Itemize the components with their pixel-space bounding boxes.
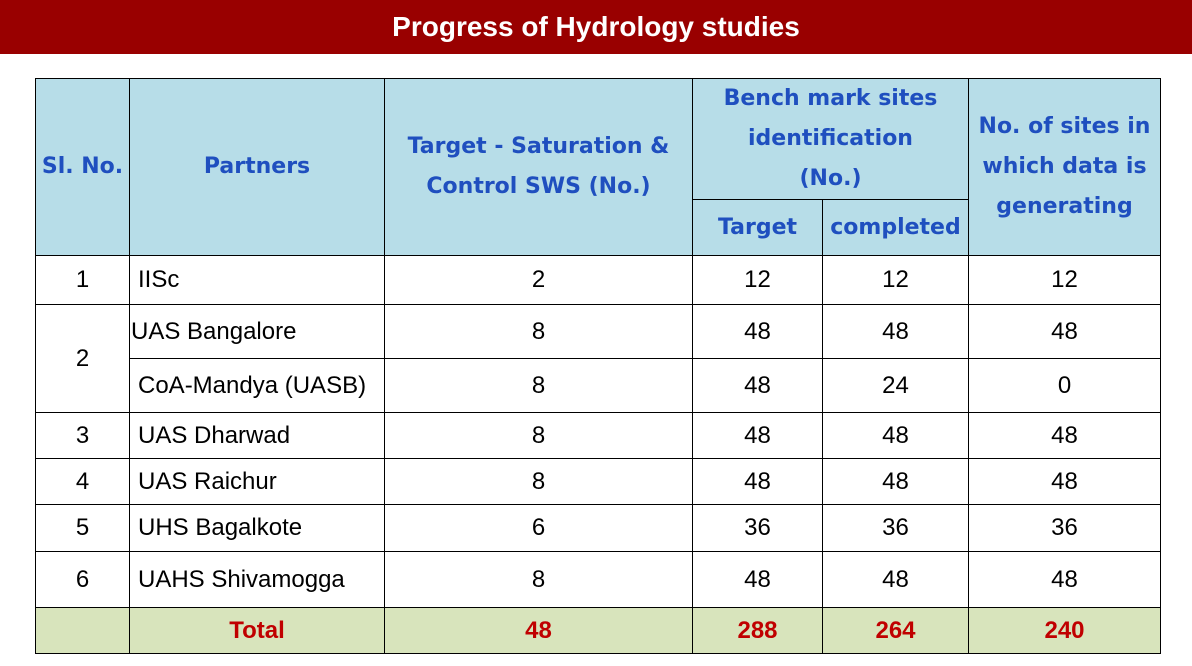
cell-sites: 12 [968, 255, 1161, 305]
cell-bm-target: 36 [692, 504, 823, 552]
total-row: Total 48 288 264 240 [35, 607, 1161, 654]
cell-bm-target: 48 [692, 458, 823, 505]
table-row: 3 UAS Dharwad 8 48 48 48 [35, 412, 1161, 459]
header-row: Sl. No. Partners Target - Saturation & C… [35, 78, 1161, 256]
title-bar: Progress of Hydrology studies [0, 0, 1192, 54]
cell-partner: UAS Bangalore [129, 304, 385, 359]
page-title: Progress of Hydrology studies [392, 11, 800, 42]
cell-bm-target: 48 [692, 412, 823, 459]
header-bench-target: Target [692, 199, 823, 256]
header-sites-data: No. of sites in which data is generating [968, 78, 1161, 256]
cell-bm-completed: 36 [822, 504, 969, 552]
cell-bm-completed: 12 [822, 255, 969, 305]
cell-partner: UHS Bagalkote [129, 504, 385, 552]
cell-bm-completed: 48 [822, 551, 969, 608]
cell-sl: 5 [35, 504, 130, 552]
cell-bm-completed: 48 [822, 458, 969, 505]
cell-partner: IISc [129, 255, 385, 305]
cell-partner: UAS Dharwad [129, 412, 385, 459]
cell-bm-completed: 24 [822, 358, 969, 413]
cell-sites: 0 [968, 358, 1161, 413]
total-bm-target: 288 [692, 607, 823, 654]
total-target-sws: 48 [384, 607, 693, 654]
total-bm-completed: 264 [822, 607, 969, 654]
table-row: 2 UAS Bangalore 8 48 48 48 [35, 304, 1161, 413]
header-target-saturation: Target - Saturation & Control SWS (No.) [384, 78, 693, 256]
cell-bm-target: 48 [692, 304, 823, 359]
cell-partner: UAHS Shivamogga [129, 551, 385, 608]
table-row: 5 UHS Bagalkote 6 36 36 36 [35, 504, 1161, 552]
cell-target-sws: 8 [384, 458, 693, 505]
cell-target-sws: 8 [384, 412, 693, 459]
header-bench-mark: Bench mark sites identification (No.) [692, 78, 969, 200]
cell-target-sws: 6 [384, 504, 693, 552]
cell-bm-target: 12 [692, 255, 823, 305]
cell-bm-completed: 48 [822, 412, 969, 459]
cell-sl: 4 [35, 458, 130, 505]
cell-sites: 36 [968, 504, 1161, 552]
cell-partner: UAS Raichur [129, 458, 385, 505]
header-subrow: Target completed [36, 199, 1161, 256]
cell-target-sws: 2 [384, 255, 693, 305]
cell-sl: 6 [35, 551, 130, 608]
table-row: 6 UAHS Shivamogga 8 48 48 48 [35, 551, 1161, 608]
total-label: Total [129, 607, 385, 654]
cell-sites: 48 [968, 458, 1161, 505]
total-sites: 240 [968, 607, 1161, 654]
cell-bm-completed: 48 [822, 304, 969, 359]
cell-bm-target: 48 [692, 358, 823, 413]
table-row: 4 UAS Raichur 8 48 48 48 [35, 458, 1161, 505]
cell-target-sws: 8 [384, 358, 693, 413]
cell-sl: 2 [35, 304, 130, 413]
header-sl-no: Sl. No. [35, 78, 130, 256]
cell-sites: 48 [968, 551, 1161, 608]
hydrology-progress-table: Sl. No. Partners Target - Saturation & C… [35, 78, 1161, 654]
cell-partner: CoA-Mandya (UASB) [129, 358, 385, 413]
table-row: CoA-Mandya (UASB) 8 48 24 0 [36, 358, 1161, 413]
header-partners: Partners [129, 78, 385, 256]
cell-sl: 1 [35, 255, 130, 305]
header-bench-completed: completed [822, 199, 969, 256]
table-row: 1 IISc 2 12 12 12 [35, 255, 1161, 305]
cell-target-sws: 8 [384, 551, 693, 608]
cell-sites: 48 [968, 304, 1161, 359]
cell-sl: 3 [35, 412, 130, 459]
cell-sites: 48 [968, 412, 1161, 459]
cell-target-sws: 8 [384, 304, 693, 359]
total-sl-empty [35, 607, 130, 654]
cell-bm-target: 48 [692, 551, 823, 608]
